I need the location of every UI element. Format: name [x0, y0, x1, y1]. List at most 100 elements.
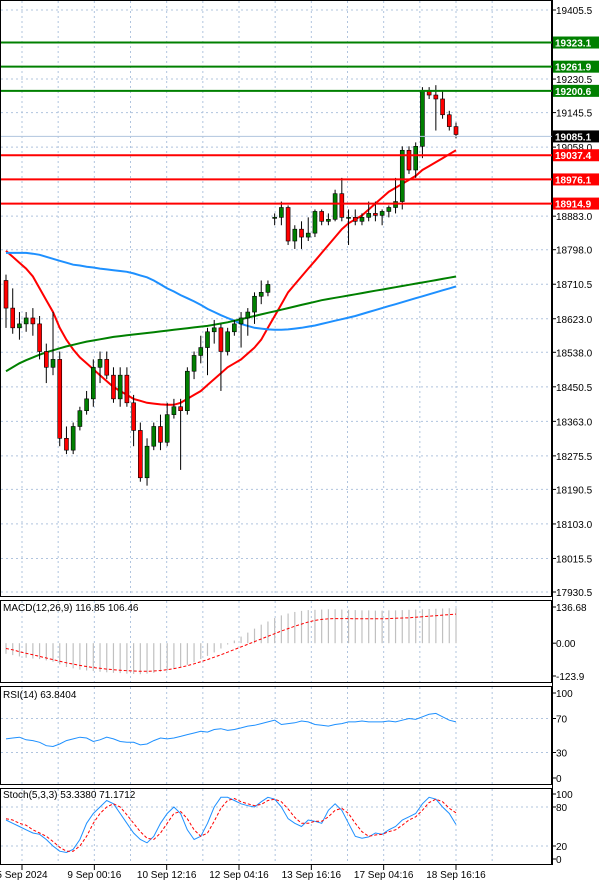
rsi-label: RSI(14) 63.8404 — [3, 690, 77, 701]
candle-17 — [117, 367, 123, 407]
level-tag-label-0: 19323.1 — [555, 39, 592, 50]
candle-53 — [359, 213, 365, 226]
candle-body-65 — [440, 98, 445, 116]
y-tick-label-rsi-3: 0 — [556, 774, 562, 785]
candle-body-26 — [178, 406, 183, 411]
y-tick-label-main-7: 18623.0 — [556, 315, 593, 326]
ma-blue-line — [6, 251, 457, 331]
candle-21 — [144, 438, 150, 486]
candle-45 — [305, 217, 311, 242]
level-tag-label-1: 19261.9 — [555, 63, 592, 74]
candle-10 — [70, 422, 76, 455]
rsi-panel — [5, 712, 457, 748]
candle-body-52 — [352, 217, 358, 222]
candle-52 — [352, 209, 358, 226]
candle-39 — [265, 280, 271, 297]
candle-65 — [440, 91, 445, 119]
level-tag-2 — [553, 84, 599, 97]
candle-body-16 — [111, 374, 116, 400]
candle-body-56 — [379, 211, 385, 216]
candle-body-32 — [218, 327, 224, 352]
y-tick-label-rsi-1: 70 — [556, 715, 568, 726]
candle-3 — [23, 312, 29, 332]
candle-57 — [386, 205, 392, 218]
candle-54 — [366, 201, 371, 222]
candle-body-15 — [104, 359, 110, 376]
candle-18 — [124, 367, 130, 407]
main-price-panel — [1, 41, 552, 486]
candle-48 — [326, 213, 331, 226]
candle-body-0 — [3, 280, 9, 309]
candle-33 — [225, 327, 230, 356]
panel-frames — [0, 0, 552, 865]
x-tick-label-4: 13 Sep 16:16 — [282, 870, 342, 881]
y-tick-label-main-15: 17930.5 — [556, 588, 593, 599]
y-tick-label-stoch-0: 100 — [556, 790, 573, 801]
y-tick-label-main-6: 18710.5 — [556, 280, 593, 291]
candle-42 — [285, 205, 291, 245]
candle-body-12 — [84, 398, 89, 411]
candle-22 — [151, 422, 157, 451]
candle-body-27 — [185, 370, 190, 411]
candle-14 — [97, 351, 103, 384]
current-price-tag — [553, 130, 599, 143]
candle-12 — [84, 390, 89, 415]
candle-body-59 — [399, 149, 405, 202]
panel-frame-macd — [0, 600, 552, 683]
y-tick-label-stoch-3: 0 — [556, 855, 562, 866]
candle-body-66 — [446, 114, 452, 127]
candle-body-23 — [158, 426, 163, 443]
candle-8 — [57, 351, 63, 447]
candle-body-40 — [272, 217, 277, 219]
candle-body-54 — [366, 213, 371, 218]
candle-58 — [393, 177, 398, 214]
candle-body-17 — [117, 374, 123, 400]
y-tick-label-macd-1: 0.00 — [556, 639, 576, 650]
level-tag-1 — [553, 60, 599, 73]
candle-body-7 — [50, 359, 56, 368]
y-tick-label-macd-2: -123.9 — [556, 672, 585, 683]
candle-body-61 — [413, 146, 419, 171]
candle-body-37 — [252, 295, 257, 313]
candle-body-21 — [144, 445, 150, 479]
stoch-k-line — [5, 796, 457, 854]
panel-frame-rsi — [0, 686, 552, 785]
candle-7 — [50, 312, 56, 376]
y-tick-label-main-10: 18363.0 — [556, 417, 593, 428]
candle-25 — [171, 398, 177, 419]
macd-label: MACD(12,26,9) 116.85 106.46 — [3, 603, 139, 614]
candle-31 — [211, 319, 217, 344]
candle-56 — [379, 209, 385, 226]
ma-green-line — [5, 275, 457, 373]
candle-body-4 — [30, 317, 36, 325]
candle-66 — [446, 110, 452, 131]
y-tick-label-main-9: 18450.5 — [556, 383, 593, 394]
x-tick-label-2: 10 Sep 12:16 — [137, 870, 197, 881]
candle-body-1 — [10, 307, 16, 329]
candle-body-41 — [279, 207, 284, 218]
candle-11 — [77, 406, 83, 431]
candle-23 — [158, 414, 163, 451]
candle-1 — [10, 288, 16, 334]
candle-37 — [252, 292, 257, 324]
candle-body-42 — [285, 207, 291, 242]
candle-29 — [198, 335, 204, 364]
level-tag-label-2: 19200.6 — [555, 87, 592, 98]
macd-panel — [5, 608, 457, 675]
candle-4 — [30, 308, 36, 336]
candle-51 — [346, 209, 351, 245]
candle-0 — [3, 274, 9, 328]
candle-body-45 — [305, 232, 311, 238]
candle-body-9 — [64, 438, 69, 451]
x-tick-label-6: 18 Sep 16:16 — [426, 870, 486, 881]
candle-body-47 — [319, 211, 324, 222]
candle-50 — [339, 177, 345, 222]
time-axis: 5 Sep 2024 9 Sep 00:16 10 Sep 12:16 12 Sep … — [0, 865, 486, 881]
candle-40 — [272, 213, 277, 226]
y-tick-label-main-12: 18190.5 — [556, 485, 593, 496]
candle-body-67 — [453, 126, 459, 135]
candle-body-46 — [312, 211, 318, 234]
level-tag-label-3: 19037.4 — [555, 151, 592, 162]
candle-67 — [453, 122, 459, 139]
